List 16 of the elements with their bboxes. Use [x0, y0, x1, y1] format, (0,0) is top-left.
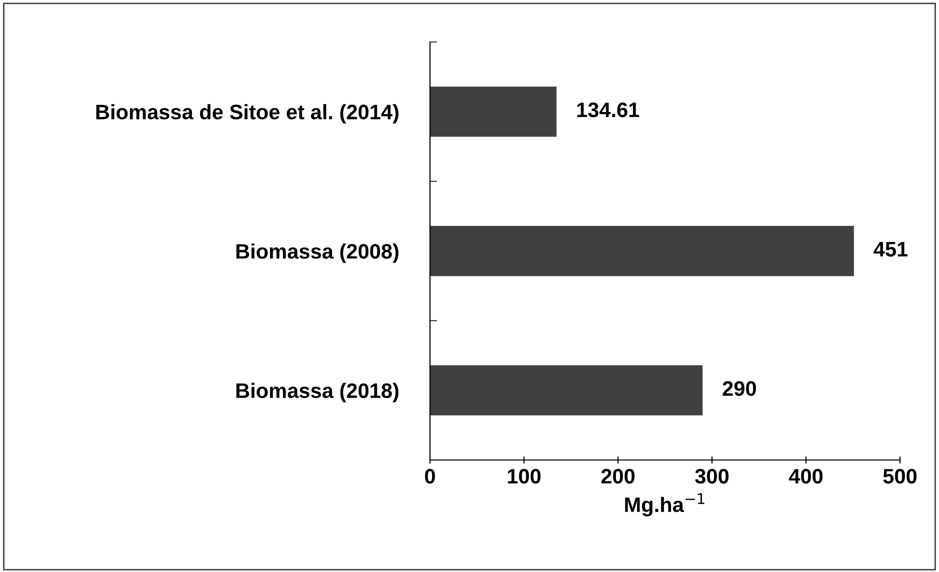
x-tick-label: 200 [601, 468, 635, 484]
x-tick-label: 300 [695, 468, 729, 484]
bar [430, 86, 557, 137]
x-tick-label: 100 [508, 468, 541, 484]
data-label: 451 [874, 242, 908, 257]
bar [430, 365, 703, 416]
x-axis-title: Mg.ha$^{−1}$ [625, 493, 704, 516]
bar [430, 226, 854, 276]
data-label: 290 [722, 381, 756, 396]
data-label: 134.61 [577, 102, 640, 118]
x-tick-label: 400 [788, 468, 823, 484]
x-tick-label: 500 [883, 468, 917, 484]
y-tick-label: Biomassa (2018) [236, 382, 398, 402]
y-tick-label: Biomassa de Sitoe et al. (2014) [96, 104, 398, 124]
y-tick-label: Biomassa (2008) [236, 243, 398, 263]
x-tick-label: 0 [425, 468, 435, 484]
